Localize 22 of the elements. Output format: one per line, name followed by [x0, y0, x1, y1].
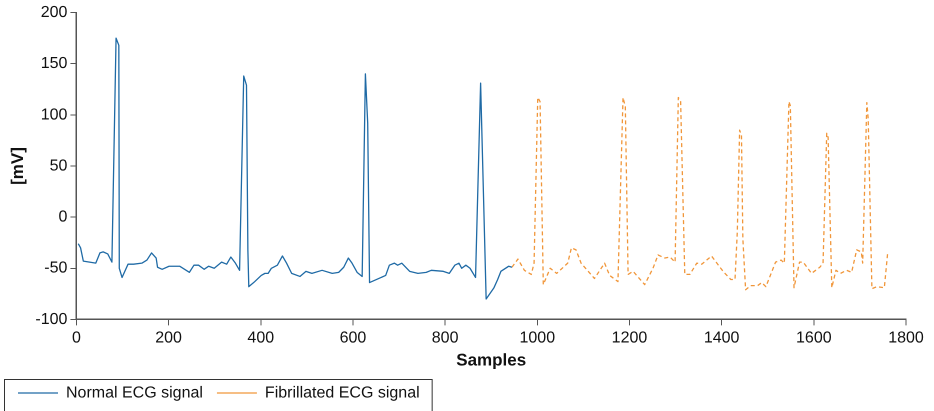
y-tick-label: 0 — [58, 208, 68, 226]
x-tick-label: 1600 — [796, 329, 832, 346]
x-tick-label: 1000 — [520, 329, 556, 346]
y-tick-label: -100 — [35, 310, 68, 328]
y-tick-label: 100 — [40, 106, 68, 124]
legend-label: Fibrillated ECG signal — [264, 384, 420, 402]
y-tick-label: -50 — [44, 260, 68, 277]
x-tick-label: 1200 — [612, 329, 648, 346]
x-tick-label: 1800 — [888, 329, 924, 346]
y-tick-label: 50 — [50, 157, 68, 174]
x-tick-label: 200 — [155, 329, 182, 346]
legend-label: Normal ECG signal — [66, 384, 203, 402]
x-tick-label: 400 — [247, 329, 274, 346]
x-axis-title: Samples — [456, 350, 526, 370]
x-tick-label: 1400 — [704, 329, 740, 346]
y-axis-title: [mV] — [8, 147, 27, 185]
x-tick-label: 800 — [432, 329, 459, 346]
y-tick-label: 150 — [40, 55, 68, 72]
y-tick-label: 200 — [40, 4, 68, 22]
x-tick-label: 600 — [340, 329, 366, 346]
x-tick-label: 0 — [72, 329, 81, 346]
line-series — [511, 96, 888, 290]
